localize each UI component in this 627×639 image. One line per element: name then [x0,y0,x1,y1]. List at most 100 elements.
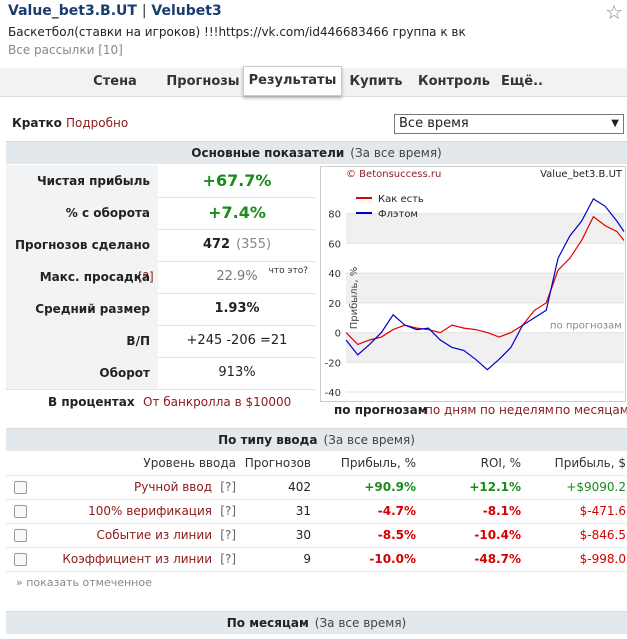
grid-band [346,213,624,244]
metric: -10.0% [369,552,416,566]
metric: -10.4% [474,528,521,542]
view-short[interactable]: Кратко [12,116,62,130]
metric: +12.1% [469,480,521,494]
view-detailed[interactable]: Подробно [66,116,129,130]
column-header: Прибыль, $ [554,456,626,470]
stat-label: В/П [6,325,158,357]
stat-hint[interactable]: [?] [138,270,154,284]
checkbox[interactable] [14,529,27,542]
extra[interactable]: что это? [268,266,308,276]
stat-value: 1.93% [158,293,316,325]
section-title: По типу ввода [218,433,318,447]
stat-label: Прогнозов сделано [6,229,158,261]
favorite-star[interactable]: ☆ [605,0,623,24]
stat-value: +245 -206 =21 [158,325,316,357]
tab[interactable]: Результаты [243,66,342,96]
tab[interactable]: Контроль [417,74,491,89]
checkbox[interactable] [14,505,27,518]
y-tick-label: 20 [328,299,341,310]
show-marked[interactable]: » показать отмеченное [16,576,152,589]
level[interactable]: Событие из линии [96,528,213,542]
stat-row: Прогнозов сделано 472 (355) [6,229,316,262]
tab[interactable]: Стена [93,74,137,89]
tab[interactable]: Прогнозы [166,74,240,89]
chart-link[interactable]: по неделям [480,403,554,417]
chart-title: Value_bet3.B.UT [540,169,623,180]
stat-value: +67.7% [158,165,316,197]
series-line [345,198,625,371]
y-tick-label: 80 [328,210,341,221]
count: 9 [303,552,311,566]
legend-label: Как есть [378,194,424,205]
period-select[interactable]: Все время ▼ [394,114,624,134]
metric: +$9090.2 [566,480,626,494]
metric: +90.9% [364,480,416,494]
section-header: Основные показатели (За все время) [6,141,627,164]
y-tick-label: 60 [328,239,341,250]
value: 472 [202,237,231,252]
annotation: по прогнозам [550,321,622,332]
grid-band [346,332,624,363]
title[interactable]: Value_bet3.B.UT [8,3,137,19]
section-header: По месяцам (За все время) [6,611,627,634]
section-header: По типу ввода (За все время) [6,428,627,451]
table-row: Событие из линии [?] 30 -8.5% -10.4% $-846.5 [6,523,627,548]
section-period: (За все время) [350,146,442,160]
table-header: Уровень ввода Прогнозов Прибыль, % ROI, % Пр… [6,451,627,476]
hint[interactable]: [?] [220,504,236,518]
author[interactable]: Velubet3 [151,3,222,19]
count: 31 [295,504,311,518]
value: +67.7% [202,171,272,190]
checkbox[interactable] [14,553,27,566]
y-tick-label: 40 [328,269,341,280]
level[interactable]: Коэффициент из линии [62,552,212,566]
value: 22.9% [216,269,258,284]
table-row: Коэффициент из линии [?] 9 -10.0% -48.7% $-99… [6,547,627,572]
stat-row: Оборот 913% [6,357,316,390]
stat-label: Макс. просадка [6,261,158,293]
stat-label: % с оборота [6,197,158,229]
metric: $-846.5 [579,528,626,542]
header-title[interactable]: Value_bet3.B.UT | Velubet3 [8,3,222,19]
value: +7.4% [208,203,266,222]
stat-value: +7.4% [158,197,316,229]
y-tick-label: 0 [335,329,341,340]
column-header: Уровень ввода [143,456,236,470]
period: Все время [399,116,469,131]
bankroll[interactable]: От банкролла в $10000 [143,395,292,409]
chart-link[interactable]: по прогнозам [334,403,428,417]
metric: $-998.0 [579,552,626,566]
tab[interactable]: Купить [349,74,403,89]
level[interactable]: Ручной ввод [133,480,212,494]
stat-label: Средний размер [6,293,158,325]
chart: -40 -20 0 20 40 60 80 Прибыль, % по прогнозам © B… [320,166,626,402]
metric: $-471.6 [579,504,626,518]
y-tick-label: -40 [325,388,341,399]
chart-link[interactable]: по месяцам [555,403,627,417]
level[interactable]: 100% верификация [88,504,212,518]
hint[interactable]: [?] [220,528,236,542]
count: 402 [288,480,311,494]
description: Баскетбол(ставки на игроков) !!!https://… [8,25,466,39]
table-row: Ручной ввод [?] 402 +90.9% +12.1% +$9090.2 [6,475,627,500]
copyright: © Betonsuccess.ru [346,169,441,180]
hint[interactable]: [?] [220,552,236,566]
value: 913% [218,365,256,380]
stat-row: % с оборота +7.4% [6,197,316,230]
stat-row: В/П +245 -206 =21 [6,325,316,358]
stat-row: Чистая прибыль +67.7% [6,165,316,198]
chart-link[interactable]: по дням [425,403,477,417]
checkbox[interactable] [14,481,27,494]
hint[interactable]: [?] [220,480,236,494]
tab[interactable]: Ещё.. [501,74,543,89]
all-mailings[interactable]: Все рассылки [10] [8,43,123,57]
separator: | [141,3,147,19]
stat-label: Оборот [6,357,158,389]
stat-value: 472 (355) [158,229,316,261]
in-percent: В процентах [48,395,135,409]
y-axis-label: Прибыль, % [349,267,360,330]
stat-value: 913% [158,357,316,389]
value: 1.93% [214,301,260,316]
